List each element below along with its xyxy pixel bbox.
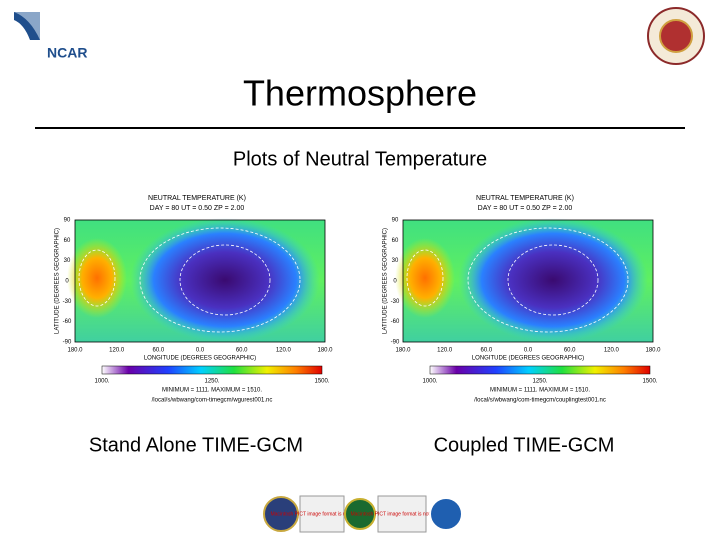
pict-placeholder: Macintosh PICT image format is not suppo… <box>350 511 453 517</box>
temperature-plot: NEUTRAL TEMPERATURE (K) DAY = 80 UT = 0.5… <box>47 188 345 425</box>
colorbar-label: 1250. <box>204 379 219 385</box>
subtitle: Plots of Neutral Temperature <box>233 148 487 170</box>
x-tick-label: 0.0 <box>196 348 205 354</box>
contour <box>78 249 116 307</box>
y-axis-label: LATITUDE (DEGREES GEOGRAPHIC) <box>383 228 389 334</box>
slide-title: Thermosphere <box>243 73 477 114</box>
y-axis-label: LATITUDE (DEGREES GEOGRAPHIC) <box>55 228 61 334</box>
y-tick-label: -30 <box>391 299 400 305</box>
university-seal <box>647 7 705 65</box>
y-tick-label: -90 <box>63 340 72 346</box>
logo-text: NCAR <box>47 45 87 61</box>
y-tick-label: 60 <box>392 238 399 244</box>
contour <box>179 244 271 316</box>
x-tick-label: 180.0 <box>395 348 411 354</box>
x-axis-label: LONGITUDE (DEGREES GEOGRAPHIC) <box>472 356 584 362</box>
colorbar-label: 1000. <box>94 379 109 385</box>
y-tick-label: -90 <box>391 340 400 346</box>
colorbar-label: 1500. <box>314 379 329 385</box>
contour <box>507 244 599 316</box>
x-tick-label: 180.0 <box>645 348 661 354</box>
footer-logos: Macintosh PICT image format is not suppo… <box>263 495 463 533</box>
map-frame <box>74 219 326 343</box>
map-hot-region <box>67 238 127 318</box>
pict-placeholder: Macintosh PICT image format is not suppo… <box>270 511 373 517</box>
contour <box>467 227 629 333</box>
plot-header: NEUTRAL TEMPERATURE (K) <box>148 195 246 202</box>
plot-caption: Coupled TIME-GCM <box>434 434 615 456</box>
y-tick-label: -60 <box>391 319 400 325</box>
y-tick-label: 60 <box>64 238 71 244</box>
y-tick-label: -60 <box>63 319 72 325</box>
plot-file: /local/s/wbwang/com-timegcm/couplingtest… <box>474 398 606 404</box>
x-tick-label: 0.0 <box>524 348 533 354</box>
map-frame <box>402 219 654 343</box>
colorbar <box>101 365 323 375</box>
x-tick-label: 180.0 <box>67 348 83 354</box>
plot-file: /local/s/wbwang/com-timegcm/wgurest001.n… <box>152 398 273 404</box>
plot-header: NEUTRAL TEMPERATURE (K) <box>476 195 574 202</box>
y-tick-label: 0 <box>393 279 397 285</box>
colorbar <box>429 365 651 375</box>
x-tick-label: 60.0 <box>236 348 248 354</box>
x-tick-label: 60.0 <box>152 348 164 354</box>
map-cold-region <box>458 218 648 342</box>
x-tick-label: 120.0 <box>109 348 125 354</box>
contour <box>139 227 301 333</box>
contour <box>406 249 444 307</box>
colorbar-label: 1000. <box>422 379 437 385</box>
y-tick-label: 90 <box>64 218 71 224</box>
plot-stats: MINIMUM = 1111. MAXIMUM = 1510. <box>490 388 590 394</box>
y-tick-label: 30 <box>392 258 399 264</box>
plot-caption: Stand Alone TIME-GCM <box>89 434 303 456</box>
x-tick-label: 180.0 <box>317 348 333 354</box>
y-tick-label: 0 <box>65 279 69 285</box>
ncar-logo: NCAR <box>14 12 87 61</box>
x-axis-label: LONGITUDE (DEGREES GEOGRAPHIC) <box>144 356 256 362</box>
map-hot-region <box>395 238 455 318</box>
plot-stats: MINIMUM = 1111. MAXIMUM = 1510. <box>162 388 262 394</box>
colorbar-label: 1500. <box>642 379 657 385</box>
x-tick-label: 60.0 <box>564 348 576 354</box>
y-tick-label: 90 <box>392 218 399 224</box>
x-tick-label: 120.0 <box>604 348 620 354</box>
y-tick-label: 30 <box>64 258 71 264</box>
temperature-plot: NEUTRAL TEMPERATURE (K) DAY = 80 UT = 0.5… <box>375 188 673 425</box>
map-cold-region <box>130 218 320 342</box>
colorbar-label: 1250. <box>532 379 547 385</box>
x-tick-label: 60.0 <box>480 348 492 354</box>
x-tick-label: 120.0 <box>437 348 453 354</box>
x-tick-label: 120.0 <box>276 348 292 354</box>
plot-subheader: DAY = 80 UT = 0.50 ZP = 2.00 <box>478 205 573 212</box>
y-tick-label: -30 <box>63 299 72 305</box>
plot-subheader: DAY = 80 UT = 0.50 ZP = 2.00 <box>150 205 245 212</box>
